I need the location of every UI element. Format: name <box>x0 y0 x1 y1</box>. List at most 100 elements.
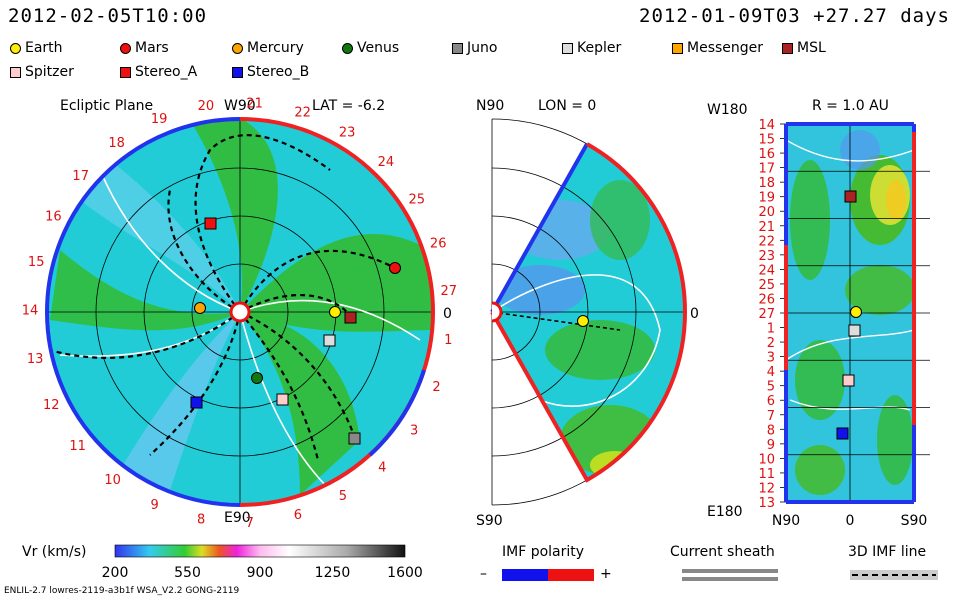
colorbar-tick-label: 900 <box>247 565 274 581</box>
current-sheath-label: Current sheath <box>670 544 775 560</box>
circle-marker-icon <box>232 42 243 54</box>
y-tick-label: 12 <box>758 482 775 497</box>
velocity-colorbar: 200 550 900 1250 1600 <box>102 544 423 581</box>
y-tick-label: 14 <box>758 118 775 133</box>
x-tick-label: 0 <box>846 513 855 529</box>
rim-label: 6 <box>294 508 302 523</box>
y-tick-label: 7 <box>767 409 775 424</box>
square-marker-icon <box>672 42 683 54</box>
legend-label: Venus <box>357 40 400 56</box>
imf-plus: + <box>600 566 612 582</box>
rim-label: 25 <box>409 193 426 208</box>
y-tick-label: 18 <box>758 176 775 191</box>
rim-label: 24 <box>378 155 395 170</box>
ecliptic-plane-plot: Ecliptic Plane LAT = -6.2 W90 E90 0 1234… <box>22 97 457 531</box>
square-marker-icon <box>232 66 243 78</box>
ecliptic-title: Ecliptic Plane <box>60 98 153 114</box>
rim-label: 16 <box>45 210 62 225</box>
y-tick-label: 19 <box>758 191 775 206</box>
y-tick-label: 5 <box>767 380 775 395</box>
rim-label: 14 <box>22 304 39 319</box>
legend-item: Earth <box>10 40 63 56</box>
rim-label: 26 <box>430 237 447 252</box>
imf-line-key <box>850 570 938 580</box>
y-tick-label: 8 <box>767 423 775 438</box>
y-tick-label: 22 <box>758 234 775 249</box>
colorbar-tick-label: 1250 <box>315 565 351 581</box>
w180-label: W180 <box>707 102 748 118</box>
legend-item: Venus <box>342 40 399 56</box>
rim-label: 23 <box>339 125 356 140</box>
legend-item: Juno <box>452 40 497 56</box>
rim-label: 17 <box>72 169 89 184</box>
imf-polarity-key <box>502 569 594 581</box>
y-tick-label: 16 <box>758 147 775 162</box>
y-tick-label: 1 <box>767 322 775 337</box>
square-marker-icon <box>120 66 131 78</box>
rim-label: 22 <box>294 106 311 121</box>
legend-item: Messenger <box>672 40 763 56</box>
s90-label: S90 <box>476 513 503 529</box>
radius-title: R = 1.0 AU <box>812 98 889 114</box>
legend-item: MSL <box>782 40 826 56</box>
legend-label: Stereo_A <box>135 64 198 80</box>
legend-item: Mercury <box>232 40 304 56</box>
rim-label: 27 <box>441 284 458 299</box>
run-timestamp: 2012-02-05T10:00 <box>8 5 208 27</box>
legend-item: Stereo_A <box>120 64 197 80</box>
rim-label: 11 <box>69 439 86 454</box>
lon-label: LON = 0 <box>538 98 596 114</box>
rim-label: 15 <box>28 255 45 270</box>
legend-label: Juno <box>467 40 498 56</box>
imf-line-label: 3D IMF line <box>848 544 927 560</box>
radial-map-plot: R = 1.0 AU W180 E180 1415161718192021222… <box>707 98 930 529</box>
legend-item: Mars <box>120 40 169 56</box>
square-marker-icon <box>562 42 573 54</box>
n90-label: N90 <box>476 98 504 114</box>
rim-label: 5 <box>339 489 347 504</box>
circle-marker-icon <box>120 42 131 54</box>
legend-label: Mercury <box>247 40 304 56</box>
rim-label: 3 <box>410 423 418 438</box>
rim-label: 7 <box>246 516 254 531</box>
legend-label: Messenger <box>687 40 764 56</box>
y-tick-label: 24 <box>758 263 775 278</box>
rim-label: 12 <box>43 398 60 413</box>
meridional-plot: N90 LON = 0 S90 0 <box>476 98 699 529</box>
y-tick-label: 13 <box>758 496 775 511</box>
y-tick-label: 23 <box>758 249 775 264</box>
model-footer: ENLIL-2.7 lowres-2119-a3b1f WSA_V2.2 GON… <box>4 586 240 596</box>
legend-label: Earth <box>25 40 63 56</box>
radial-x-labels: N90 0 S90 <box>772 513 928 529</box>
rim-label: 10 <box>104 473 121 488</box>
legend-item: Stereo_B <box>232 64 309 80</box>
current-sheath-key <box>682 569 778 581</box>
square-marker-icon <box>452 42 463 54</box>
reference-time: 2012-01-09T03 +27.27 days <box>639 5 950 27</box>
y-tick-label: 3 <box>767 351 775 366</box>
imf-minus: – <box>480 566 487 582</box>
legend-label: Kepler <box>577 40 622 56</box>
rim-label: 9 <box>150 498 158 513</box>
y-tick-label: 27 <box>758 307 775 322</box>
rim-label: 4 <box>378 460 386 475</box>
legend-label: MSL <box>797 40 826 56</box>
circle-marker-icon <box>10 42 21 54</box>
colorbar-tick-label: 200 <box>102 565 129 581</box>
legend-label: Mars <box>135 40 169 56</box>
colorbar-tick-label: 1600 <box>387 565 423 581</box>
legend-item: Spitzer <box>10 64 74 80</box>
y-tick-label: 20 <box>758 205 775 220</box>
legend-label: Spitzer <box>25 64 74 80</box>
rim-label: 1 <box>444 333 452 348</box>
e90-label: E90 <box>224 510 251 526</box>
circle-marker-icon <box>342 42 353 54</box>
y-tick-label: 6 <box>767 394 775 409</box>
square-marker-icon <box>782 42 793 54</box>
legend-item: Kepler <box>562 40 621 56</box>
e180-label: E180 <box>707 504 743 520</box>
y-tick-label: 17 <box>758 162 775 177</box>
ecliptic-zero-label: 0 <box>443 306 452 322</box>
